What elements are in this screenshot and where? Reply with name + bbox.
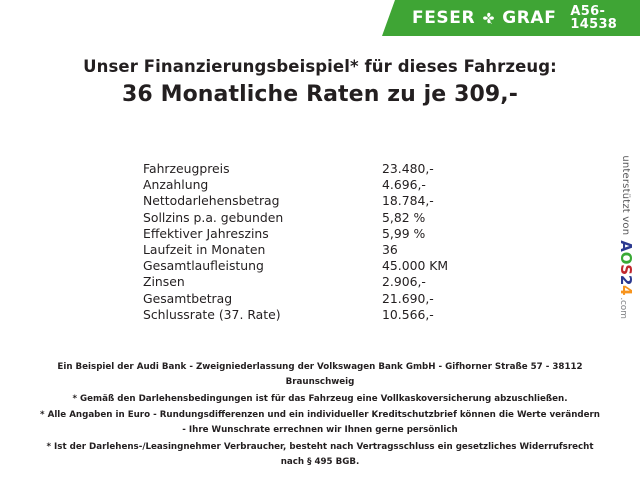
row-label: Gesamtbetrag <box>143 290 233 306</box>
row-label: Laufzeit in Monaten <box>143 241 266 257</box>
footnote-withdrawal: * Ist der Darlehens-/Leasingnehmer Verbr… <box>46 442 594 453</box>
headline-subtitle: Unser Finanzierungsbeispiel* für dieses … <box>83 57 557 76</box>
row-value: 45.000 KM <box>382 258 449 274</box>
aos24-tld: .com <box>618 297 628 319</box>
table-row: Gesamtbetrag 21.690,- <box>143 291 543 307</box>
row-value: 23.480,- <box>382 161 434 176</box>
table-row: Fahrzeugpreis 23.480,- <box>143 161 543 177</box>
table-row: Anzahlung 4.696,- <box>143 177 543 193</box>
table-row: Nettodarlehensbetrag 18.784,- <box>143 193 543 209</box>
row-label: Zinsen <box>143 274 185 290</box>
sponsor-label: unterstützt von <box>620 155 632 236</box>
aos24-letter-1: O <box>617 251 635 265</box>
clover-icon <box>481 11 496 26</box>
row-label: Gesamtlaufleistung <box>143 258 264 274</box>
footnote-bank-line2: Braunschweig <box>285 376 355 387</box>
aos24-letter-2: S <box>617 264 635 275</box>
stock-number: A56-14538 <box>570 4 618 32</box>
row-label: Sollzins p.a. gebunden <box>143 209 284 225</box>
row-value: 10.566,- <box>382 306 434 322</box>
brand-name-part2: GRAF <box>502 7 557 28</box>
table-row: Zinsen 2.906,- <box>143 274 543 290</box>
row-value: 5,82 % <box>382 209 426 225</box>
row-value: 21.690,- <box>382 290 434 306</box>
headline-rate: 36 Monatliche Raten zu je 309,- <box>122 81 518 107</box>
finance-details-table: Fahrzeugpreis 23.480,- Anzahlung 4.696,-… <box>143 161 543 323</box>
table-row: Schlussrate (37. Rate) 10.566,- <box>143 307 543 323</box>
sponsor-content: unterstützt von A O S 2 4 .com <box>617 155 635 318</box>
brand-logo: FESER GRAF <box>412 7 557 28</box>
row-label: Nettodarlehensbetrag <box>143 193 280 209</box>
row-label: Anzahlung <box>143 177 209 193</box>
sponsor-strip: unterstützt von A O S 2 4 .com <box>613 152 639 322</box>
table-row: Laufzeit in Monaten 36 <box>143 242 543 258</box>
headline-block: Unser Finanzierungsbeispiel* für dieses … <box>0 57 640 109</box>
row-label: Schlussrate (37. Rate) <box>143 306 281 322</box>
footnote-wishrate: - Ihre Wunschrate errechnen wir Ihnen ge… <box>182 425 458 436</box>
footnote-bank-line1: Ein Beispiel der Audi Bank - Zweignieder… <box>57 362 583 372</box>
aos24-logo[interactable]: A O S 2 4 .com <box>617 240 635 318</box>
footnotes-block: Ein Beispiel der Audi Bank - Zweignieder… <box>14 362 626 469</box>
row-label: Effektiver Jahreszins <box>143 225 269 241</box>
brand-name-part1: FESER <box>412 7 476 28</box>
table-row: Sollzins p.a. gebunden 5,82 % <box>143 210 543 226</box>
aos24-letter-4: 4 <box>617 285 635 296</box>
row-value: 5,99 % <box>382 225 426 241</box>
row-value: 36 <box>382 241 398 257</box>
aos24-letter-3: 2 <box>617 274 635 286</box>
header-banner: FESER GRAF A56-14538 <box>382 0 640 36</box>
table-row: Gesamtlaufleistung 45.000 KM <box>143 258 543 274</box>
footnote-insurance: * Gemäß den Darlehensbedingungen ist für… <box>72 393 568 404</box>
footnote-bgb: nach § 495 BGB. <box>280 456 360 467</box>
row-value: 4.696,- <box>382 177 426 193</box>
row-label: Fahrzeugpreis <box>143 161 230 176</box>
table-row: Effektiver Jahreszins 5,99 % <box>143 226 543 242</box>
aos24-letter-0: A <box>617 240 635 252</box>
footnote-euro-note: * Alle Angaben in Euro - Rundungsdiffere… <box>40 410 600 421</box>
row-value: 2.906,- <box>382 274 426 290</box>
row-value: 18.784,- <box>382 193 434 209</box>
